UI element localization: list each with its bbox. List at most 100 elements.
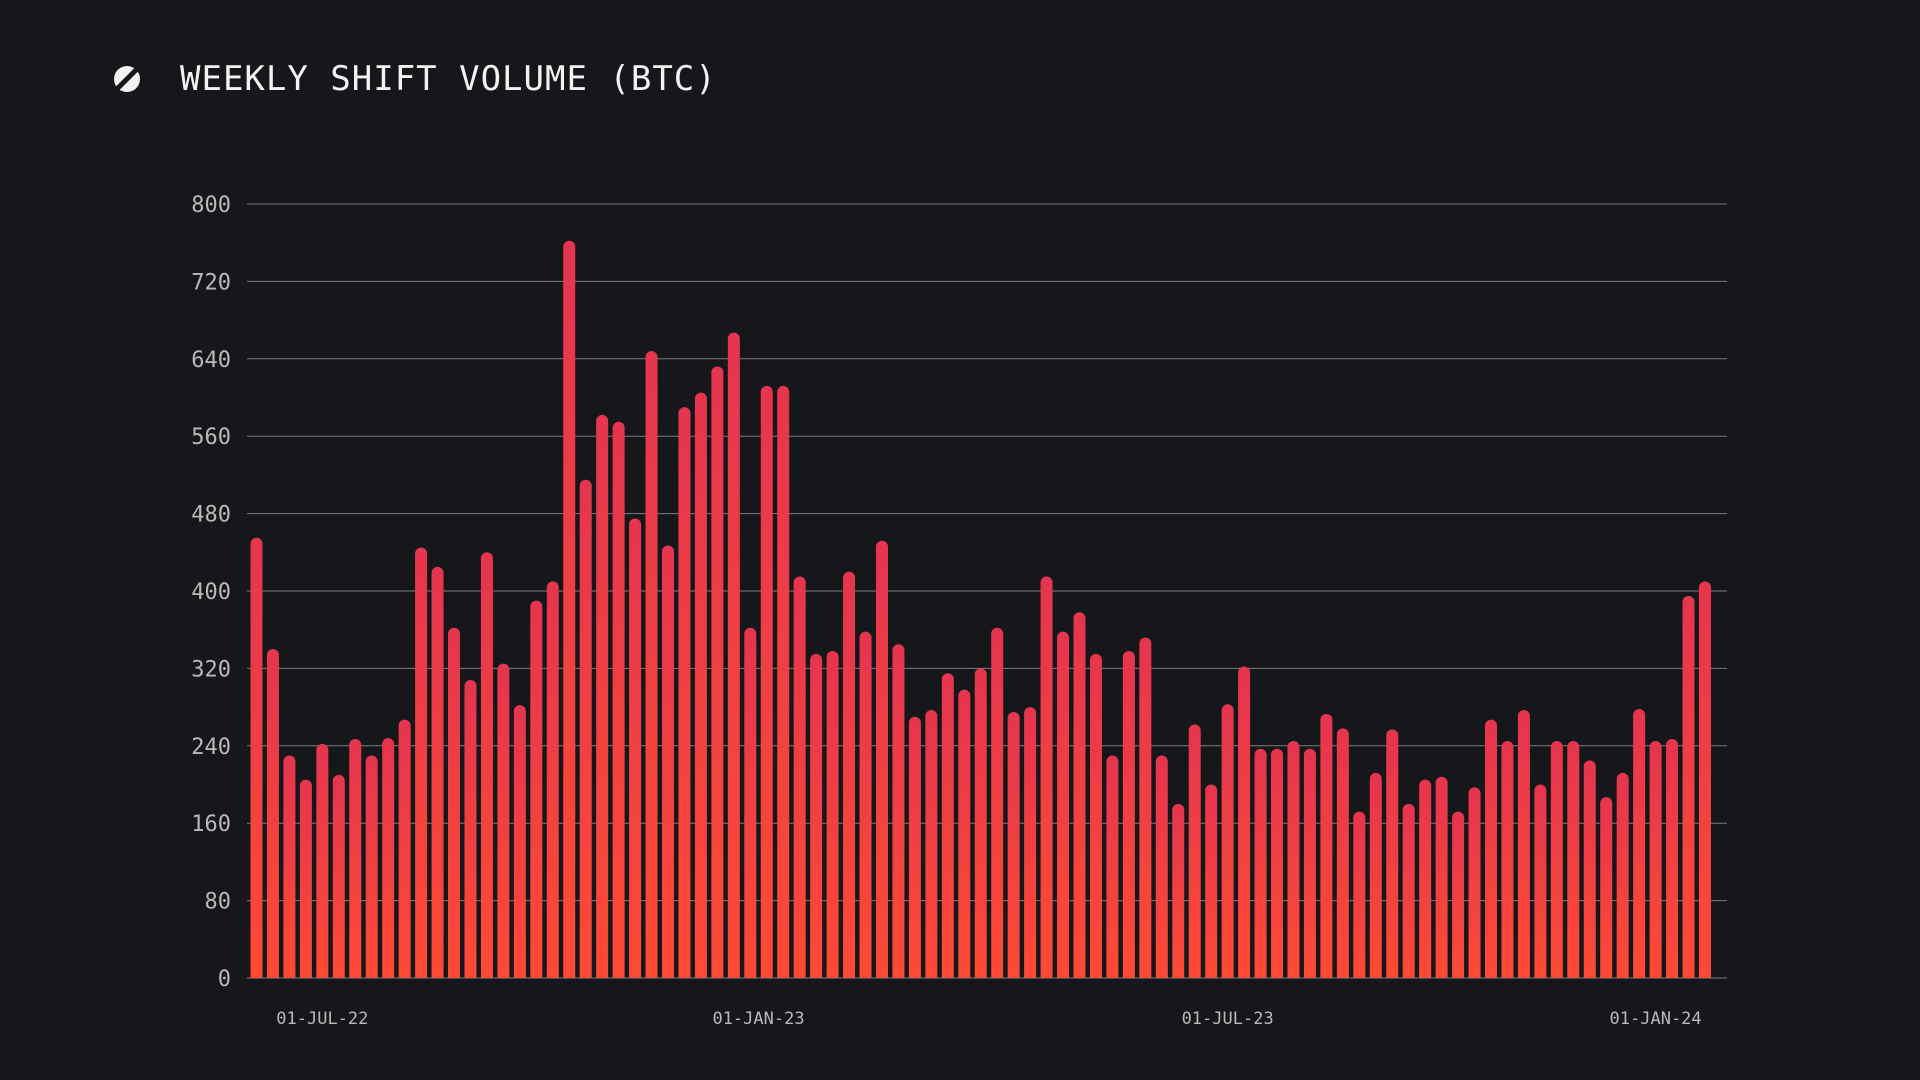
- y-tick-label: 160: [191, 812, 231, 837]
- bar: [1271, 748, 1284, 978]
- bar: [1600, 797, 1613, 978]
- y-tick-label: 720: [191, 270, 231, 295]
- y-tick-label: 320: [191, 657, 231, 682]
- chart-header: WEEKLY SHIFT VOLUME (BTC): [112, 58, 717, 100]
- bar: [1155, 755, 1168, 978]
- x-tick-label: 01-JUL-22: [276, 1009, 368, 1029]
- y-axis-ticks: 0 80 160 240 320 400 480 560 640 720 800: [191, 193, 231, 992]
- x-tick-label: 01-JUL-23: [1182, 1009, 1274, 1029]
- bar: [497, 663, 510, 978]
- bar: [299, 779, 312, 978]
- bars: [250, 240, 1711, 978]
- bar: [892, 644, 905, 978]
- bar: [1139, 637, 1152, 978]
- bar: [530, 600, 543, 978]
- bar: [316, 743, 329, 978]
- bar: [1501, 740, 1514, 978]
- bar: [266, 649, 279, 978]
- bar: [612, 421, 625, 978]
- y-tick-label: 0: [218, 967, 231, 992]
- y-tick-label: 640: [191, 348, 231, 373]
- bar: [974, 668, 987, 978]
- bar: [1682, 595, 1695, 978]
- x-tick-label: 01-JAN-24: [1610, 1009, 1702, 1029]
- bar: [1172, 803, 1185, 978]
- bar: [1452, 811, 1465, 978]
- bar: [727, 332, 740, 978]
- bar: [678, 407, 691, 978]
- chart-title: WEEKLY SHIFT VOLUME (BTC): [180, 59, 717, 99]
- bar: [941, 673, 954, 978]
- bar: [1550, 740, 1563, 978]
- grid-lines: [247, 203, 1727, 979]
- x-axis-ticks: 01-JUL-22 01-JAN-23 01-JUL-23 01-JAN-24: [276, 1009, 1701, 1029]
- bar: [513, 705, 526, 978]
- bar: [1633, 709, 1646, 978]
- bar: [1320, 713, 1333, 978]
- bar: [1616, 772, 1629, 978]
- bar: [991, 627, 1004, 978]
- bar: [1369, 772, 1382, 978]
- bar: [958, 689, 971, 978]
- bar: [1057, 631, 1070, 978]
- bar: [1089, 653, 1102, 978]
- bar: [1073, 612, 1086, 978]
- bar: [480, 552, 493, 978]
- bar: [1534, 784, 1547, 978]
- x-tick-label: 01-JAN-23: [712, 1009, 804, 1029]
- y-tick-label: 80: [205, 890, 232, 915]
- bar: [1649, 740, 1662, 978]
- bar: [925, 710, 938, 978]
- sideshift-logo-icon: [112, 64, 142, 94]
- bar: [1221, 704, 1234, 978]
- bar: [382, 738, 395, 978]
- bar: [908, 716, 921, 978]
- bar: [711, 366, 724, 978]
- bar: [1106, 755, 1119, 978]
- bar: [398, 719, 411, 978]
- bar: [546, 581, 559, 978]
- bar: [875, 540, 888, 978]
- bar: [760, 385, 773, 978]
- bar: [1666, 739, 1679, 978]
- bar: [1402, 803, 1415, 978]
- bar: [579, 479, 592, 978]
- bar: [1238, 666, 1251, 978]
- bar: [1188, 724, 1201, 978]
- y-tick-label: 560: [191, 425, 231, 450]
- bar: [250, 537, 263, 978]
- bar: [1567, 740, 1580, 978]
- bar: [1254, 748, 1267, 978]
- bar: [349, 739, 362, 978]
- bar: [1040, 576, 1053, 978]
- bar: [431, 566, 444, 978]
- bar: [365, 755, 378, 978]
- bar: [596, 414, 609, 978]
- bar: [464, 680, 477, 978]
- bar: [1353, 811, 1366, 978]
- bar: [777, 385, 790, 978]
- bar: [1024, 707, 1037, 978]
- bar: [1122, 650, 1135, 978]
- bar: [744, 627, 757, 978]
- bar: [1007, 711, 1020, 978]
- bar: [1205, 784, 1218, 978]
- bar: [826, 650, 839, 978]
- y-tick-label: 400: [191, 580, 231, 605]
- bar: [283, 755, 296, 978]
- y-tick-label: 480: [191, 503, 231, 528]
- bar: [415, 547, 428, 978]
- bar: [793, 576, 806, 978]
- bar: [1698, 581, 1711, 978]
- bar: [1419, 779, 1432, 978]
- bar: [859, 631, 872, 978]
- bar: [1468, 787, 1481, 978]
- bar: [1303, 748, 1316, 978]
- bar: [694, 392, 707, 978]
- bar: [810, 653, 823, 978]
- bar: [332, 774, 345, 978]
- bar: [1386, 729, 1399, 978]
- bar: [1485, 719, 1497, 978]
- bar: [1435, 776, 1448, 978]
